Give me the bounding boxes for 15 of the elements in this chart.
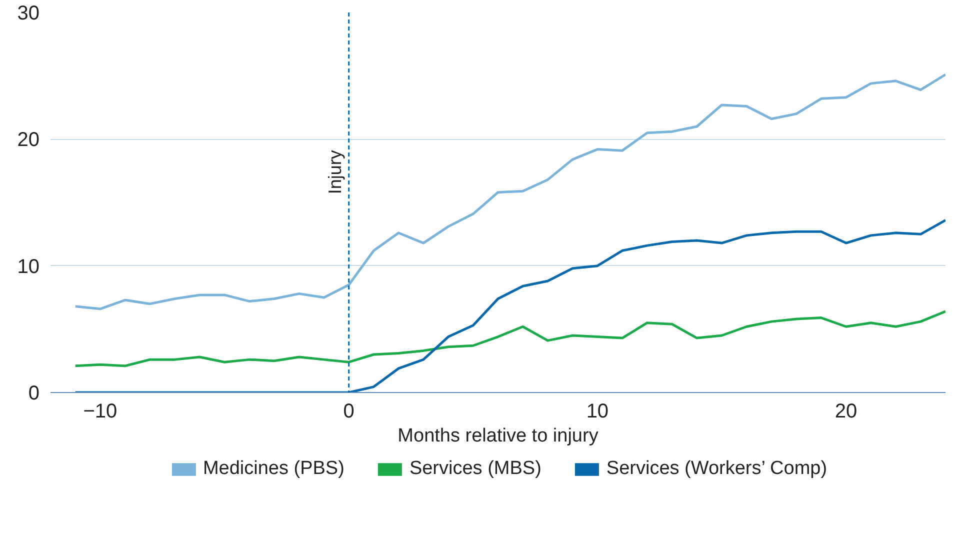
x-tick-label: 0 xyxy=(343,400,354,422)
legend-label: Services (Workers’ Comp) xyxy=(606,458,828,480)
y-tick-label: 0 xyxy=(28,382,40,404)
ref-line-label: Injury xyxy=(324,150,345,194)
legend-label: Services (MBS) xyxy=(409,458,542,480)
x-tick-label: 20 xyxy=(834,400,858,422)
line-series xyxy=(74,310,946,368)
x-tick-label: −10 xyxy=(83,400,118,422)
y-tick-label: 20 xyxy=(17,129,40,152)
x-tick-label: 10 xyxy=(586,400,609,422)
y-tick-label: 30 xyxy=(17,2,40,24)
x-axis-title: Months relative to injury xyxy=(398,426,599,446)
legend-label: Medicines (PBS) xyxy=(202,458,344,480)
line-series xyxy=(74,73,946,310)
y-tick-label: 10 xyxy=(17,256,40,278)
